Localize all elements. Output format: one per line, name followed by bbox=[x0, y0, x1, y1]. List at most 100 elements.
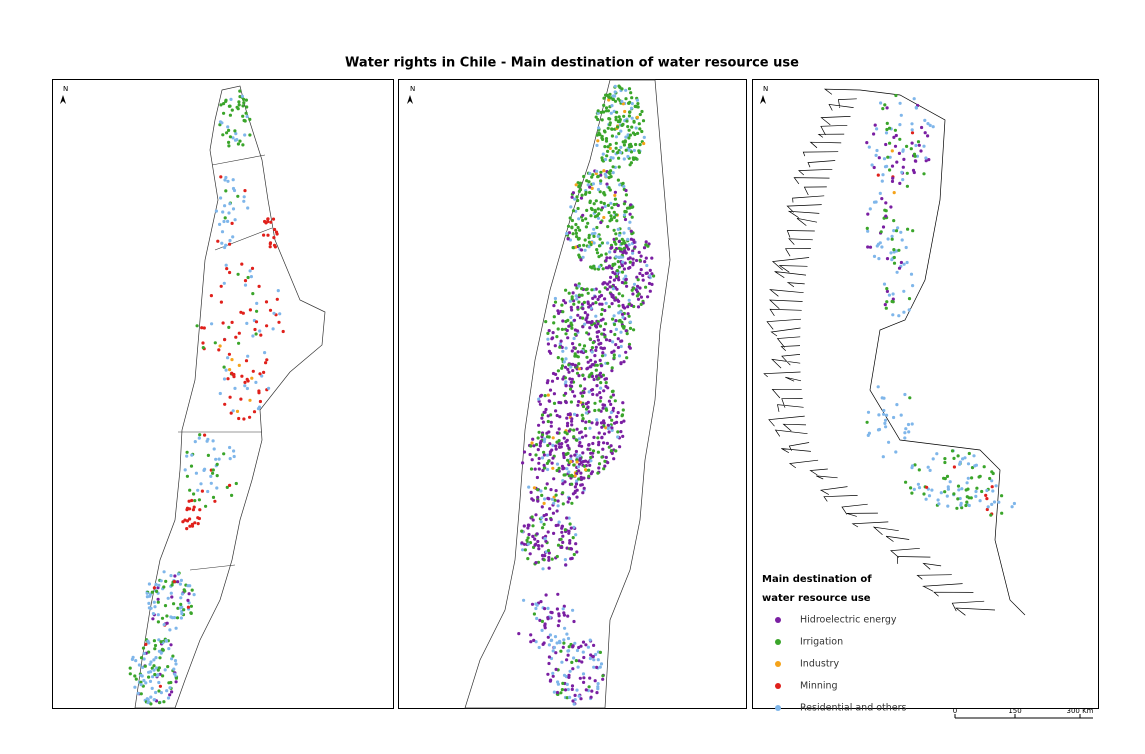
point bbox=[568, 669, 572, 673]
point bbox=[157, 701, 162, 705]
point bbox=[537, 461, 541, 465]
point bbox=[599, 318, 603, 322]
point bbox=[237, 103, 241, 107]
point bbox=[254, 332, 258, 336]
point bbox=[536, 448, 540, 452]
point bbox=[635, 98, 640, 102]
point bbox=[205, 439, 209, 443]
point bbox=[592, 377, 596, 382]
point bbox=[586, 400, 590, 404]
point bbox=[952, 465, 957, 469]
point bbox=[943, 477, 947, 481]
point bbox=[578, 181, 583, 185]
point bbox=[571, 246, 575, 250]
point bbox=[618, 318, 622, 323]
point bbox=[587, 245, 591, 249]
point bbox=[879, 101, 883, 105]
point bbox=[218, 120, 223, 124]
point bbox=[535, 475, 540, 480]
point bbox=[614, 343, 618, 347]
point bbox=[603, 130, 607, 134]
point bbox=[534, 443, 539, 447]
point bbox=[627, 243, 631, 247]
point bbox=[909, 486, 913, 490]
point bbox=[606, 241, 610, 245]
point bbox=[892, 219, 896, 223]
point bbox=[882, 412, 886, 416]
point bbox=[163, 604, 168, 608]
north-arrow bbox=[760, 95, 766, 104]
point bbox=[546, 672, 550, 676]
point bbox=[616, 151, 620, 155]
point bbox=[923, 118, 927, 122]
point bbox=[599, 662, 604, 666]
point bbox=[577, 659, 581, 663]
point bbox=[567, 324, 571, 328]
point bbox=[218, 344, 222, 348]
point bbox=[622, 419, 626, 423]
point bbox=[596, 682, 600, 686]
point bbox=[906, 422, 911, 427]
point bbox=[547, 555, 551, 560]
point bbox=[956, 484, 961, 488]
point bbox=[540, 619, 545, 624]
point bbox=[564, 384, 568, 388]
point bbox=[572, 552, 576, 557]
point bbox=[974, 494, 978, 498]
point bbox=[562, 436, 566, 440]
point bbox=[899, 230, 903, 234]
point bbox=[233, 218, 237, 222]
point bbox=[621, 294, 625, 298]
point bbox=[642, 135, 646, 139]
point bbox=[194, 471, 198, 475]
point bbox=[600, 425, 604, 429]
point bbox=[242, 199, 246, 203]
legend-label: Minning bbox=[800, 681, 838, 692]
point bbox=[924, 159, 928, 163]
point bbox=[925, 485, 929, 489]
point bbox=[231, 409, 235, 413]
point bbox=[621, 408, 625, 412]
point bbox=[596, 109, 600, 113]
point bbox=[532, 444, 536, 448]
point bbox=[576, 465, 581, 469]
point bbox=[139, 683, 143, 687]
point bbox=[600, 307, 604, 312]
north-arrow bbox=[407, 95, 413, 104]
point bbox=[990, 479, 994, 483]
point bbox=[599, 170, 603, 174]
point bbox=[581, 316, 585, 320]
point bbox=[245, 321, 249, 325]
point bbox=[573, 453, 577, 457]
point bbox=[547, 655, 552, 659]
point bbox=[910, 128, 914, 132]
point bbox=[595, 393, 599, 397]
point bbox=[540, 516, 544, 520]
point bbox=[602, 467, 606, 471]
point bbox=[268, 308, 273, 312]
point bbox=[532, 638, 536, 643]
point bbox=[613, 90, 617, 94]
point bbox=[577, 300, 581, 304]
point bbox=[206, 489, 210, 494]
coastline bbox=[763, 88, 1026, 616]
point bbox=[228, 202, 232, 206]
point bbox=[539, 520, 543, 524]
point bbox=[193, 499, 197, 503]
point bbox=[598, 237, 602, 241]
point bbox=[569, 526, 573, 530]
legend-swatch bbox=[775, 661, 781, 667]
point bbox=[172, 602, 176, 606]
point bbox=[632, 282, 637, 286]
point bbox=[625, 284, 629, 288]
point bbox=[541, 642, 545, 647]
point bbox=[611, 389, 615, 393]
point bbox=[615, 415, 619, 419]
point bbox=[580, 660, 584, 664]
point bbox=[172, 667, 176, 671]
point bbox=[600, 118, 604, 122]
point bbox=[170, 690, 174, 694]
point bbox=[599, 179, 603, 183]
point bbox=[577, 400, 581, 404]
point bbox=[620, 242, 624, 246]
